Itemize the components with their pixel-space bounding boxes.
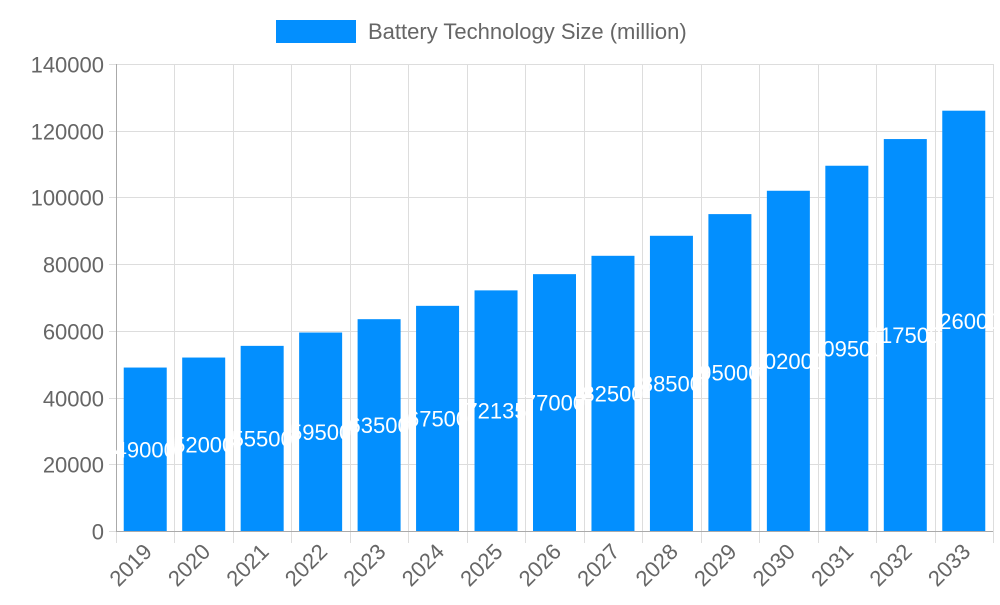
data-label-2024: 67500 — [407, 406, 468, 431]
bar-2025 — [474, 290, 518, 531]
x-tick-label: 2019 — [104, 539, 156, 591]
bar-2030 — [766, 190, 810, 531]
bar-2021 — [240, 345, 284, 531]
bar-2026 — [533, 274, 576, 531]
data-label-2019: 49000 — [115, 437, 176, 462]
data-label-2022: 59500 — [290, 420, 351, 445]
y-tick-label: 80000 — [43, 253, 104, 278]
x-tick-label: 2022 — [280, 539, 332, 591]
legend-label: Battery Technology Size (million) — [368, 19, 687, 44]
data-label-2028: 88500 — [641, 371, 702, 396]
bar-2024 — [416, 305, 460, 531]
data-label-2023: 63500 — [349, 413, 410, 438]
x-tick-label: 2027 — [572, 539, 624, 591]
legend-swatch — [276, 20, 356, 43]
data-label-2026: 77000 — [524, 391, 585, 416]
bar-2022 — [299, 332, 343, 531]
x-tick-label: 2031 — [806, 539, 858, 591]
bars — [123, 110, 986, 531]
data-label-2030: 102000 — [752, 349, 825, 374]
data-label-2031: 109500 — [810, 336, 883, 361]
y-tick-label: 100000 — [31, 186, 104, 211]
grid — [109, 64, 994, 543]
bar-2033 — [942, 110, 986, 531]
x-tick-label: 2024 — [397, 539, 449, 591]
data-labels: 4900052000555005950063500675007213577000… — [115, 309, 1000, 462]
x-tick-label: 2029 — [689, 539, 741, 591]
legend: Battery Technology Size (million) — [276, 19, 687, 44]
y-tick-label: 0 — [92, 520, 104, 545]
bar-2020 — [182, 357, 226, 531]
bar-2023 — [357, 319, 401, 531]
x-tick-label: 2025 — [455, 539, 507, 591]
y-tick-label: 40000 — [43, 387, 104, 412]
x-tick-label: 2033 — [923, 539, 975, 591]
data-label-2032: 117500 — [869, 323, 941, 348]
bar-2019 — [123, 367, 167, 531]
y-tick-label: 120000 — [31, 120, 104, 145]
bar-2032 — [883, 139, 927, 531]
y-tick-label: 20000 — [43, 453, 104, 478]
bar-2029 — [708, 214, 752, 531]
x-tick-label: 2030 — [748, 539, 800, 591]
x-tick-label: 2021 — [221, 539, 273, 591]
x-tick-label: 2028 — [631, 539, 683, 591]
data-label-2021: 55500 — [232, 426, 293, 451]
y-tick-label: 140000 — [31, 53, 104, 78]
bar-2028 — [649, 235, 693, 531]
x-tick-label: 2023 — [338, 539, 390, 591]
bar-2031 — [825, 165, 869, 531]
x-tick-label: 2026 — [514, 539, 566, 591]
data-label-2020: 52000 — [173, 432, 234, 457]
bar-2027 — [591, 255, 635, 531]
x-tick-label: 2020 — [163, 539, 215, 591]
x-tick-label: 2032 — [865, 539, 917, 591]
y-tick-label: 60000 — [43, 320, 104, 345]
data-label-2025: 72135 — [465, 399, 526, 424]
data-label-2027: 82500 — [582, 381, 643, 406]
data-label-2033: 126000 — [927, 309, 1000, 334]
data-label-2029: 95000 — [699, 361, 760, 386]
